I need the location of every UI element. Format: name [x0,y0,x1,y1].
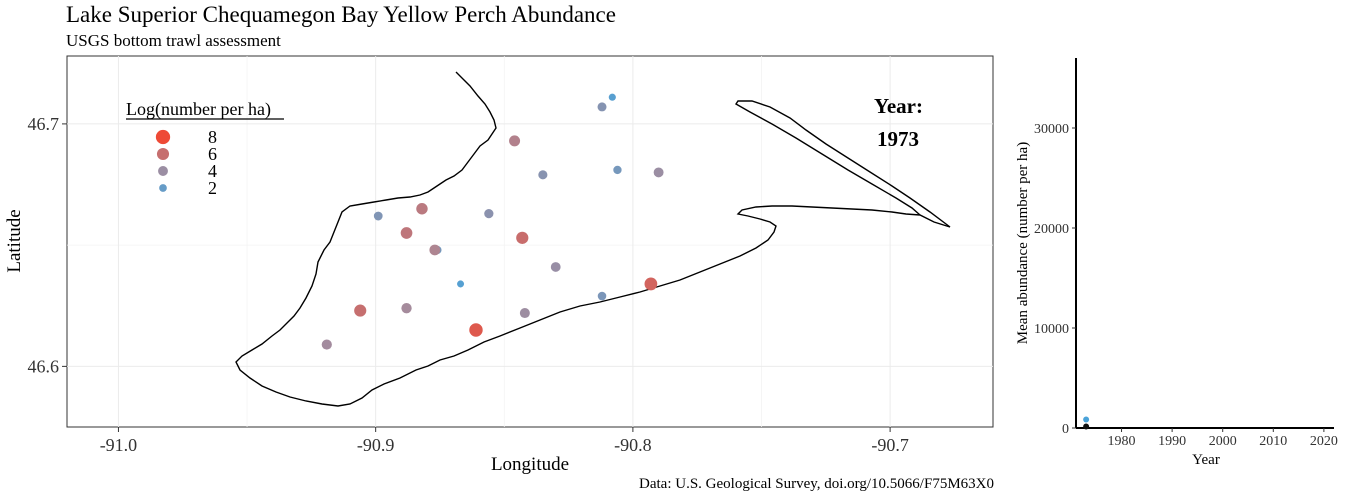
legend-swatch [156,147,170,161]
ts-x-tick-label: 1990 [1158,434,1186,449]
ts-x-tick-label: 2020 [1310,434,1338,449]
x-tick-label: -90.9 [357,435,395,455]
survey-point [354,304,367,317]
y-tick-label: 46.6 [28,356,60,376]
map-axes: -91.0 -90.9 -90.8 -90.7 46.6 46.7 [28,114,909,455]
legend-entry-label: 6 [208,144,217,164]
ts-x-axis-label: Year [1192,452,1220,468]
survey-point [644,277,658,291]
chart-title: Lake Superior Chequamegon Bay Yellow Per… [66,2,616,27]
x-tick-label: -90.7 [871,435,909,455]
year-value: 1973 [877,127,919,151]
ts-y-tick-label: 30000 [1034,122,1069,137]
legend-swatch [155,129,171,145]
survey-point [373,211,383,221]
survey-point [608,93,616,101]
ts-axes: 1980 1990 2000 2010 2020 0 10000 20000 30000 [1034,122,1338,449]
ts-y-tick-label: 0 [1062,422,1069,437]
ts-x-tick-label: 2000 [1209,434,1237,449]
ts-x-tick-label: 2010 [1259,434,1287,449]
survey-point [538,170,548,180]
legend-entry-label: 8 [208,127,217,147]
ts-points [1083,416,1090,430]
ts-x-tick-label: 1980 [1108,434,1136,449]
survey-point [597,102,607,112]
survey-point [613,165,622,175]
data-source-caption: Data: U.S. Geological Survey, doi.org/10… [639,476,994,492]
x-tick-label: -91.0 [100,435,138,455]
survey-point [550,262,561,272]
survey-point [509,135,521,147]
y-tick-label: 46.7 [28,114,60,134]
survey-point [321,339,332,350]
ts-y-tick-label: 10000 [1034,322,1069,337]
map-plot-area [66,55,994,428]
survey-point [597,291,607,301]
chart-subtitle: USGS bottom trawl assessment [66,31,281,50]
legend-title: Log(number per ha) [126,99,271,120]
survey-point [429,244,441,256]
spit-shoreline [735,100,951,228]
legend-entry-label: 4 [208,161,217,181]
map-points [321,93,664,350]
ts-y-axis-label: Mean abundance (number per ha) [1015,142,1031,344]
survey-point [416,203,428,215]
ts-point [1083,423,1090,430]
survey-point [469,323,483,337]
x-tick-label: -90.8 [614,435,652,455]
x-axis-label: Longitude [491,454,569,475]
ts-y-tick-label: 20000 [1034,222,1069,237]
legend-swatch [158,166,168,176]
survey-point [484,208,494,219]
survey-point [400,227,413,239]
survey-point [457,280,465,288]
legend-entry-label: 2 [208,178,217,198]
bay-shoreline [235,71,951,407]
survey-point [653,167,664,178]
ts-point [1083,416,1090,423]
legend-swatch [159,184,167,192]
year-label: Year: [874,94,923,118]
timeseries-panel: 1980 1990 2000 2010 2020 0 10000 20000 30000 Yea… [1015,58,1338,468]
survey-point [516,231,529,244]
survey-point [401,303,412,314]
survey-point [519,308,530,319]
y-axis-label: Latitude [4,209,25,272]
